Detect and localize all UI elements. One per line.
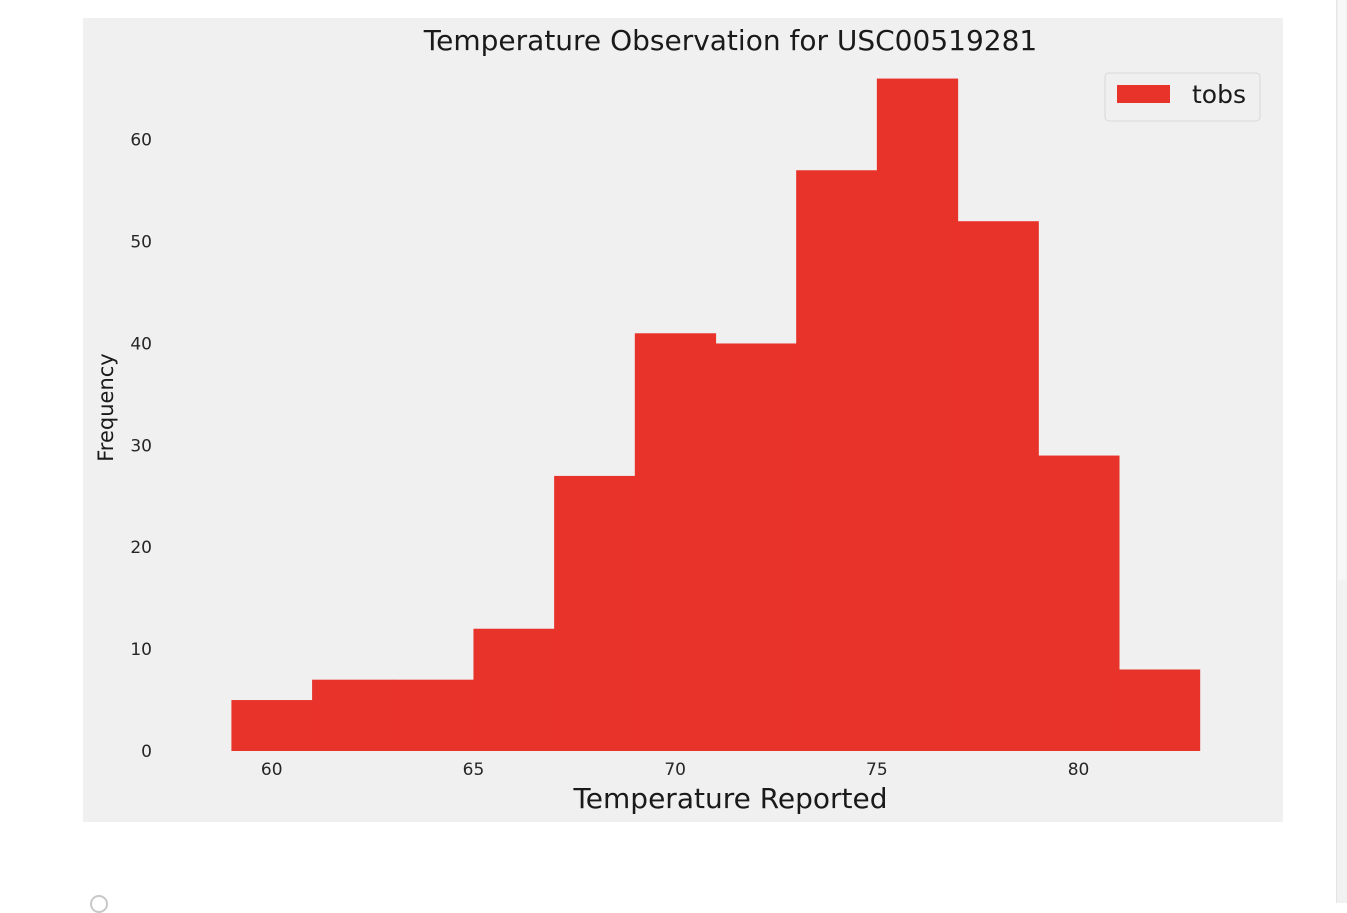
x-tick-label: 70 [664, 760, 686, 780]
y-axis-label: Frequency [94, 353, 118, 462]
chart-figure: Temperature Observation for USC00519281 … [83, 18, 1283, 822]
x-tick-label: 65 [463, 760, 485, 780]
y-axis-ticks: 0 10 20 30 40 50 60 [130, 131, 152, 762]
y-tick-label: 0 [141, 742, 152, 762]
histogram-bar [1038, 455, 1120, 751]
y-tick-label: 50 [130, 233, 152, 253]
histogram-bar [1118, 669, 1201, 751]
histogram-bar [876, 78, 959, 752]
histogram-bar [796, 170, 878, 751]
y-tick-label: 30 [130, 436, 152, 456]
chart-title: Temperature Observation for USC00519281 [423, 24, 1037, 57]
histogram-bar [554, 475, 636, 751]
x-tick-label: 75 [866, 760, 888, 780]
legend-swatch [1117, 85, 1170, 103]
x-tick-label: 60 [261, 760, 283, 780]
legend-label-tobs: tobs [1192, 80, 1246, 109]
y-tick-label: 60 [130, 131, 152, 151]
histogram-bar [957, 221, 1039, 752]
histogram-bar [634, 333, 717, 751]
x-axis-label: Temperature Reported [572, 782, 887, 815]
x-tick-label: 80 [1068, 760, 1090, 780]
histogram-bar [231, 700, 313, 751]
histogram-bar [312, 679, 394, 751]
histogram-bar [715, 343, 797, 751]
x-axis-ticks: 60 65 70 75 80 [261, 760, 1089, 780]
legend: tobs [1104, 72, 1261, 122]
scrollbar-thumb[interactable] [1338, 0, 1346, 580]
histogram-bar [473, 628, 555, 751]
cell-indicator-icon [90, 895, 108, 913]
histogram-chart: Temperature Observation for USC00519281 … [94, 24, 1261, 815]
histogram-bar [392, 679, 475, 751]
y-tick-label: 10 [130, 640, 152, 660]
y-tick-label: 40 [130, 334, 152, 354]
y-tick-label: 20 [130, 538, 152, 558]
bars-layer [231, 78, 1201, 752]
